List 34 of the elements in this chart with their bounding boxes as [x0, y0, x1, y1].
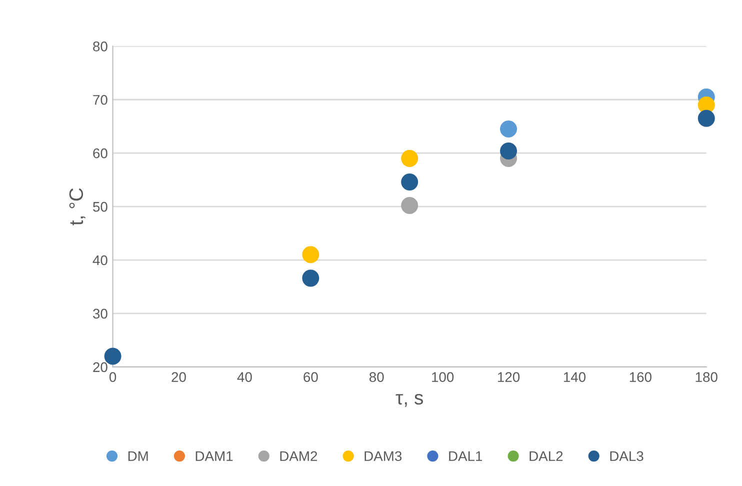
point: [401, 196, 418, 214]
y-tick-label: 40: [92, 255, 108, 266]
x-tick-label: 140: [564, 372, 586, 382]
y-tick-label: 60: [93, 148, 108, 158]
y-tick-label: 20: [93, 362, 108, 372]
x-tick-label: 160: [630, 372, 652, 382]
y-tick-label: 70: [93, 94, 108, 105]
point: [401, 173, 418, 190]
point: [302, 246, 320, 264]
legend-label: DAL2: [530, 451, 563, 461]
point: [698, 110, 715, 127]
point: [302, 270, 320, 287]
legend-label: DAL3: [610, 451, 644, 462]
x-tick-label: 120: [498, 372, 520, 382]
x-tick-label: 40: [237, 372, 252, 382]
point: [401, 150, 418, 167]
point: [500, 142, 518, 160]
legend-label: DM: [128, 451, 148, 461]
y-tick-label: 80: [93, 42, 108, 52]
y-axis-title: t, °C: [69, 188, 86, 226]
legend-label: DAM2: [280, 451, 318, 461]
x-tick-label: 60: [304, 372, 318, 382]
x-tick-label: 80: [369, 372, 384, 382]
y-tick-label: 50: [93, 202, 108, 212]
x-tick-label: 180: [696, 372, 718, 382]
x-tick-label: 100: [432, 372, 454, 382]
y-tick-label: 30: [93, 308, 108, 319]
point: [500, 120, 518, 138]
legend-label: DAM1: [196, 451, 233, 461]
legend-label: DAL1: [449, 451, 482, 461]
x-axis-title: τ, s: [396, 394, 423, 407]
legend-label: DAM3: [364, 451, 402, 462]
x-tick-label: 0: [109, 372, 116, 382]
x-tick-label: 20: [172, 372, 186, 382]
